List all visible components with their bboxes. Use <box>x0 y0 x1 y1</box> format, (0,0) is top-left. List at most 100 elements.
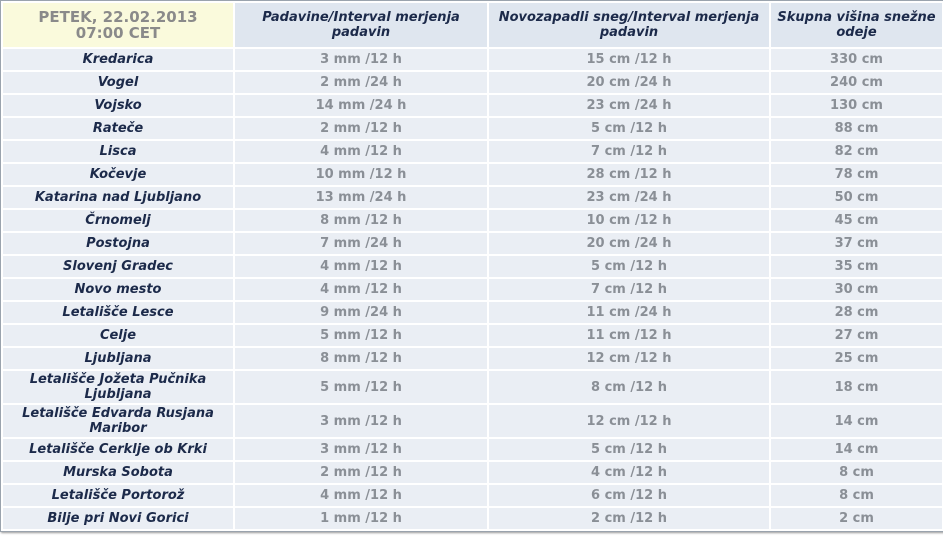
station: Letališče Edvarda Rusjana Maribor <box>3 405 233 437</box>
row: Letališče Lesce 9 mm /24 h 11 cm /24 h 28 c… <box>3 302 942 323</box>
value: 82 cm <box>771 141 942 162</box>
station: Letališče Portorož <box>3 485 233 506</box>
value: 20 cm /24 h <box>489 233 769 254</box>
value: 23 cm /24 h <box>489 95 769 116</box>
station: Letališče Lesce <box>3 302 233 323</box>
value: 8 cm <box>771 462 942 483</box>
value: 2 mm /12 h <box>235 118 487 139</box>
value: 15 cm /12 h <box>489 49 769 70</box>
value: 50 cm <box>771 187 942 208</box>
value: 30 cm <box>771 279 942 300</box>
station: Katarina nad Ljubljano <box>3 187 233 208</box>
value: 8 mm /12 h <box>235 210 487 231</box>
station: Črnomelj <box>3 210 233 231</box>
value: 8 cm <box>771 485 942 506</box>
value: 10 cm /12 h <box>489 210 769 231</box>
value: 14 cm <box>771 439 942 460</box>
value: 6 cm /12 h <box>489 485 769 506</box>
date: PETEK, 22.02.2013 <box>38 8 198 26</box>
row: Vojsko 14 mm /24 h 23 cm /24 h 130 cm <box>3 95 942 116</box>
time: 07:00 CET <box>75 24 161 42</box>
station: Ljubljana <box>3 348 233 369</box>
value: 37 cm <box>771 233 942 254</box>
header-row: PETEK, 22.02.2013 07:00 CET Padavine/Int… <box>3 3 942 47</box>
value: 3 mm /12 h <box>235 49 487 70</box>
value: 5 cm /12 h <box>489 118 769 139</box>
value: 4 mm /12 h <box>235 485 487 506</box>
value: 20 cm /24 h <box>489 72 769 93</box>
column-header: Novozapadli sneg/Interval merjenja padav… <box>489 3 769 47</box>
value: 5 cm /12 h <box>489 256 769 277</box>
value: 11 cm /24 h <box>489 302 769 323</box>
value: 8 mm /12 h <box>235 348 487 369</box>
value: 4 mm /12 h <box>235 141 487 162</box>
column-header: Padavine/Interval merjenja padavin <box>235 3 487 47</box>
value: 12 cm /12 h <box>489 348 769 369</box>
value: 28 cm /12 h <box>489 164 769 185</box>
station: Vogel <box>3 72 233 93</box>
station: Vojsko <box>3 95 233 116</box>
column-header: Skupna višina snežne odeje <box>771 3 942 47</box>
value: 130 cm <box>771 95 942 116</box>
station: Kredarica <box>3 49 233 70</box>
value: 7 cm /12 h <box>489 279 769 300</box>
value: 23 cm /24 h <box>489 187 769 208</box>
value: 2 cm <box>771 508 942 529</box>
value: 2 cm /12 h <box>489 508 769 529</box>
value: 4 mm /12 h <box>235 279 487 300</box>
station: Postojna <box>3 233 233 254</box>
station: Novo mesto <box>3 279 233 300</box>
value: 4 mm /12 h <box>235 256 487 277</box>
value: 240 cm <box>771 72 942 93</box>
value: 2 mm /24 h <box>235 72 487 93</box>
row: Celje 5 mm /12 h 11 cm /12 h 27 cm <box>3 325 942 346</box>
value: 45 cm <box>771 210 942 231</box>
value: 5 mm /12 h <box>235 371 487 403</box>
value: 12 cm /12 h <box>489 405 769 437</box>
station: Rateče <box>3 118 233 139</box>
station: Kočevje <box>3 164 233 185</box>
value: 35 cm <box>771 256 942 277</box>
value: 11 cm /12 h <box>489 325 769 346</box>
value: 25 cm <box>771 348 942 369</box>
station: Murska Sobota <box>3 462 233 483</box>
value: 7 cm /12 h <box>489 141 769 162</box>
station: Letališče Jožeta Pučnika Ljubljana <box>3 371 233 403</box>
date-cell: PETEK, 22.02.2013 07:00 CET <box>3 3 233 47</box>
value: 5 cm /12 h <box>489 439 769 460</box>
value: 330 cm <box>771 49 942 70</box>
value: 14 mm /24 h <box>235 95 487 116</box>
row: Kredarica 3 mm /12 h 15 cm /12 h 330 cm <box>3 49 942 70</box>
row: Črnomelj 8 mm /12 h 10 cm /12 h 45 cm <box>3 210 942 231</box>
station: Letališče Cerklje ob Krki <box>3 439 233 460</box>
value: 3 mm /12 h <box>235 405 487 437</box>
row: Letališče Jožeta Pučnika Ljubljana 5 mm /… <box>3 371 942 403</box>
value: 3 mm /12 h <box>235 439 487 460</box>
station: Celje <box>3 325 233 346</box>
value: 78 cm <box>771 164 942 185</box>
row: Katarina nad Ljubljano 13 mm /24 h 23 cm /… <box>3 187 942 208</box>
value: 7 mm /24 h <box>235 233 487 254</box>
value: 4 cm /12 h <box>489 462 769 483</box>
value: 13 mm /24 h <box>235 187 487 208</box>
row: Kočevje 10 mm /12 h 28 cm /12 h 78 cm <box>3 164 942 185</box>
row: Ljubljana 8 mm /12 h 12 cm /12 h 25 cm <box>3 348 942 369</box>
value: 1 mm /12 h <box>235 508 487 529</box>
row: Vogel 2 mm /24 h 20 cm /24 h 240 cm <box>3 72 942 93</box>
row: Postojna 7 mm /24 h 20 cm /24 h 37 cm <box>3 233 942 254</box>
value: 2 mm /12 h <box>235 462 487 483</box>
value: 5 mm /12 h <box>235 325 487 346</box>
table-body: Kredarica 3 mm /12 h 15 cm /12 h 330 cm Voge… <box>3 49 942 529</box>
row: Letališče Edvarda Rusjana Maribor 3 mm /1… <box>3 405 942 437</box>
station: Slovenj Gradec <box>3 256 233 277</box>
value: 14 cm <box>771 405 942 437</box>
